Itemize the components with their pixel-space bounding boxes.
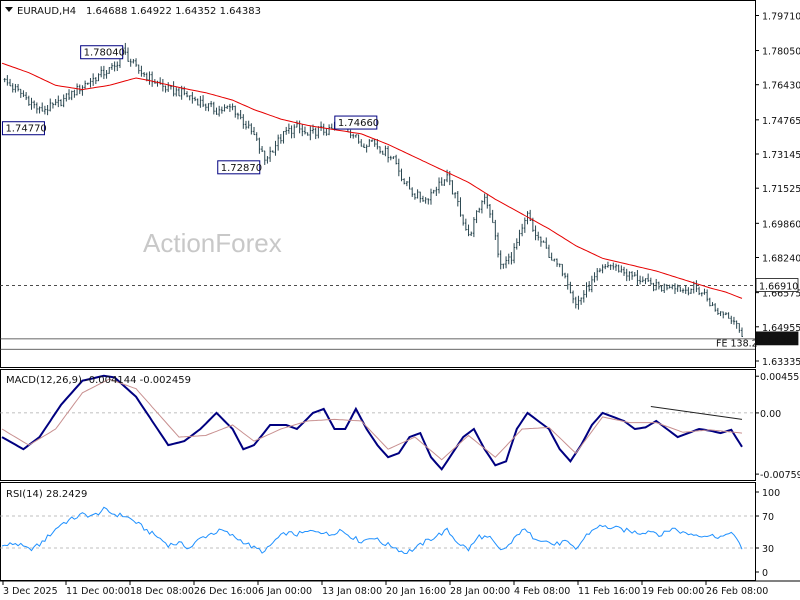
swing-label-box [334,115,378,130]
swing-label-box [217,160,261,175]
ohlc-values: 1.64688 1.64922 1.64352 1.64383 [86,6,261,17]
x-tick-label: 11 Dec 00:00 [66,586,130,597]
macd-tick-label: 0.00 [760,409,781,420]
price-tick-label: 1.64955 [762,323,800,334]
symbol-label: EURAUD,H4 [17,6,76,17]
macd-divergence-trendline [650,405,743,420]
watermark: ActionForex [143,228,282,258]
swing-label-text: 1.78040 [84,48,125,59]
x-tick-label: 13 Jan 08:00 [322,586,382,597]
price-tick-label: 1.78050 [762,47,800,58]
x-tick-label: 3 Dec 2025 [3,586,58,597]
swing-label-text: 1.72870 [221,163,262,174]
macd-label: MACD(12,26,9) -0.004144 -0.002459 [6,375,191,386]
swing-label-box [1,121,45,136]
swing-label-1: 1.74770 [1,121,47,136]
rsi-tick-label: 70 [762,512,774,523]
price-tick-label: 1.74765 [762,116,800,127]
x-tick-label: 26 Dec 16:00 [194,586,258,597]
rsi-panel-frame [0,482,756,581]
macd-tick-label: -0.007593 [760,470,800,481]
swing-label-0: 1.78040 [80,45,125,60]
x-tick-label: 28 Jan 00:00 [450,586,510,597]
rsi-tick-label: 0 [762,568,768,579]
rsi-tick-label: 30 [762,544,774,555]
rsi-label: RSI(14) 28.2429 [6,489,87,500]
price-tick-label: 1.73145 [762,150,800,161]
price-tick-label: 1.63335 [762,357,800,368]
price-tick-label: 1.79710 [762,12,800,23]
x-tick-label: 18 Dec 08:00 [130,586,194,597]
price-tick-label: 1.66575 [762,289,800,300]
price-tick-label: 1.76430 [762,81,800,92]
price-tick-label: 1.68240 [762,254,800,265]
price-tick-label: 1.69860 [762,219,800,230]
price-panel-frame [0,0,756,368]
moving-average-line [1,62,743,299]
x-tick-label: 11 Feb 16:00 [578,586,640,597]
signal-line [1,378,743,461]
rsi-y-axis: 100 70 30 0 [755,488,780,579]
rsi-tick-label: 100 [762,488,780,499]
x-tick-label: 20 Jan 16:00 [386,586,446,597]
swing-label-text: 1.74770 [5,124,46,135]
x-tick-label: 19 Feb 00:00 [642,586,704,597]
swing-label-2: 1.72870 [217,160,262,175]
macd-tick-label: 0.004553 [760,372,800,383]
macd-y-axis: 0.004553 0.00 -0.007593 [755,372,800,481]
rsi-line [1,506,743,555]
x-tick-label: 6 Jan 00:00 [258,586,312,597]
macd-series-layer [0,374,755,471]
x-tick-label: 26 Feb 08:00 [706,586,768,597]
price-y-axis: 1.79710 1.78050 1.76430 1.74765 1.73145 1.715… [716,12,800,368]
hline-tag-box [755,331,799,346]
swing-label-text: 1.74660 [338,118,379,129]
x-tick-label: 4 Feb 08:00 [514,586,570,597]
hline-tag-label: 1.66910 [759,282,798,293]
time-x-axis: 3 Dec 2025 11 Dec 00:00 18 Dec 08:00 26 Dec… [2,581,768,597]
macd-line [1,374,743,471]
price-tick-label: 1.71525 [762,184,800,195]
swing-label-box [80,45,124,60]
price-series-layer: 1.78040 1.74770 1.72870 1.74660 [0,42,755,350]
hline-tag-box [755,278,799,292]
macd-panel-frame [0,369,756,481]
dropdown-triangle-icon [5,7,13,12]
swing-label-3: 1.74660 [334,115,379,130]
rsi-series-layer [0,506,755,555]
fe-label: FE 138.2 [716,338,758,349]
hline-tag-label: 1.64383 [759,335,798,346]
